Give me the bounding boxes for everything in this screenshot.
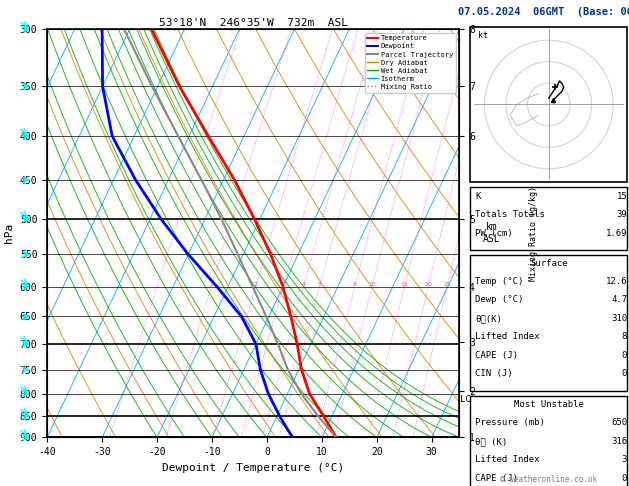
Text: 07.05.2024  06GMT  (Base: 06): 07.05.2024 06GMT (Base: 06): [458, 7, 629, 17]
Text: 310: 310: [611, 314, 627, 323]
Text: Dewp (°C): Dewp (°C): [476, 295, 524, 305]
Text: 8: 8: [622, 332, 627, 342]
Bar: [470, 255, 627, 391]
Text: 39: 39: [616, 210, 627, 220]
Text: 15: 15: [616, 192, 627, 201]
Legend: Temperature, Dewpoint, Parcel Trajectory, Dry Adiabat, Wet Adiabat, Isotherm, Mi: Temperature, Dewpoint, Parcel Trajectory…: [365, 33, 455, 93]
Text: 8: 8: [353, 282, 357, 287]
Text: CAPE (J): CAPE (J): [476, 351, 518, 360]
Text: Lifted Index: Lifted Index: [476, 455, 540, 465]
Text: Most Unstable: Most Unstable: [514, 400, 584, 409]
Text: 4.7: 4.7: [611, 295, 627, 305]
Text: PW (cm): PW (cm): [476, 229, 513, 238]
Title: 53°18'N  246°35'W  732m  ASL: 53°18'N 246°35'W 732m ASL: [159, 18, 348, 28]
Text: 12.6: 12.6: [606, 277, 627, 286]
Text: 5: 5: [318, 282, 321, 287]
Text: 2: 2: [253, 282, 258, 287]
Text: 4: 4: [301, 282, 306, 287]
Y-axis label: hPa: hPa: [4, 223, 14, 243]
Text: 20: 20: [424, 282, 432, 287]
Text: 0: 0: [622, 351, 627, 360]
Text: 316: 316: [611, 437, 627, 446]
Text: 25: 25: [443, 282, 451, 287]
Text: 650: 650: [611, 418, 627, 428]
Text: Surface: Surface: [530, 259, 567, 268]
Text: Lifted Index: Lifted Index: [476, 332, 540, 342]
Text: 0: 0: [622, 474, 627, 483]
Text: 10: 10: [368, 282, 376, 287]
Text: 3: 3: [622, 455, 627, 465]
Text: CAPE (J): CAPE (J): [476, 474, 518, 483]
Y-axis label: km
ASL: km ASL: [482, 223, 500, 244]
Text: LCL: LCL: [460, 395, 476, 404]
Text: Mixing Ratio (g/kg): Mixing Ratio (g/kg): [529, 186, 538, 281]
Text: 3: 3: [281, 282, 285, 287]
Text: 0: 0: [622, 369, 627, 379]
Text: CIN (J): CIN (J): [476, 369, 513, 379]
Bar: [470, 27, 627, 182]
Bar: [470, 187, 627, 250]
Bar: [470, 396, 627, 486]
X-axis label: Dewpoint / Temperature (°C): Dewpoint / Temperature (°C): [162, 463, 344, 473]
Text: © weatheronline.co.uk: © weatheronline.co.uk: [500, 474, 598, 484]
Text: Temp (°C): Temp (°C): [476, 277, 524, 286]
Text: Pressure (mb): Pressure (mb): [476, 418, 545, 428]
Text: 1: 1: [209, 282, 213, 287]
Text: K: K: [476, 192, 481, 201]
Text: 15: 15: [401, 282, 408, 287]
Text: θᴄ (K): θᴄ (K): [476, 437, 508, 446]
Text: Totals Totals: Totals Totals: [476, 210, 545, 220]
Text: θᴄ(K): θᴄ(K): [476, 314, 503, 323]
Text: 1.69: 1.69: [606, 229, 627, 238]
